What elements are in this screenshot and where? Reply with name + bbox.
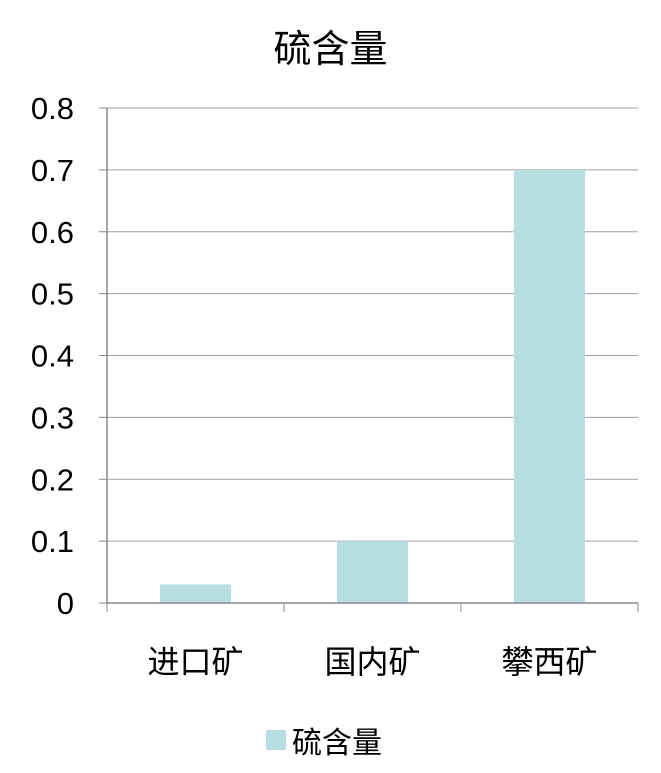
y-tick-label: 0.7	[31, 153, 74, 188]
x-tick-label: 国内矿	[324, 643, 420, 681]
y-tick-label: 0.3	[31, 400, 74, 435]
x-tick-label: 进口矿	[147, 643, 243, 681]
bar	[514, 169, 585, 603]
legend-label: 硫含量	[292, 726, 382, 761]
y-tick-label: 0.2	[31, 462, 74, 497]
bar	[160, 584, 231, 603]
y-tick-label: 0	[57, 586, 74, 621]
legend-swatch	[266, 730, 286, 750]
y-tick-label: 0.8	[31, 91, 74, 126]
y-tick-label: 0.1	[31, 524, 74, 559]
y-tick-label: 0.6	[31, 215, 74, 250]
y-tick-label: 0.5	[31, 277, 74, 312]
y-tick-label: 0.4	[31, 339, 74, 374]
bar	[337, 541, 408, 603]
x-tick-label: 攀西矿	[501, 643, 597, 681]
chart-title: 硫含量	[273, 27, 388, 71]
legend: 硫含量	[266, 718, 382, 762]
